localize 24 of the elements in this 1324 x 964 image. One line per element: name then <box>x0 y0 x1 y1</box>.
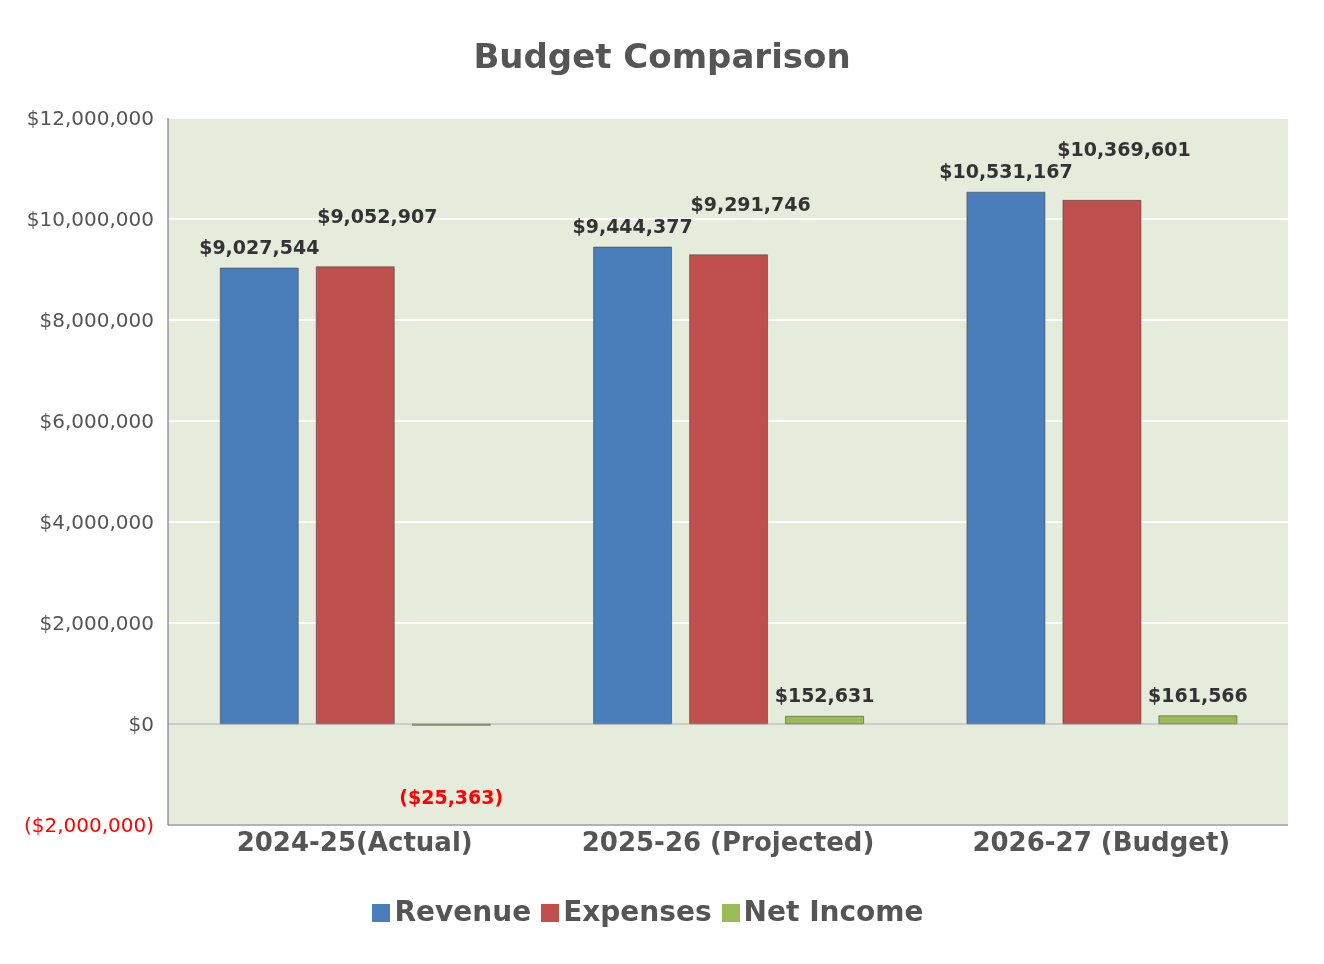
data-label: $9,444,377 <box>572 215 693 238</box>
legend-label: Revenue <box>394 895 532 928</box>
x-tick-label: 2025-26 (Projected) <box>581 827 875 858</box>
data-label: $161,566 <box>1148 683 1248 706</box>
data-label: $9,291,746 <box>690 192 811 215</box>
data-label: $10,531,167 <box>939 160 1073 183</box>
x-tick-label: 2026-27 (Budget) <box>972 827 1231 858</box>
y-tick-label: $12,000,000 <box>26 106 154 130</box>
y-tick-label: $10,000,000 <box>26 207 154 231</box>
data-label: $152,631 <box>774 684 875 707</box>
y-tick-label: ($2,000,000) <box>23 813 154 837</box>
y-tick-label: $4,000,000 <box>39 510 154 534</box>
x-tick-label: 2024-25(Actual) <box>236 827 473 858</box>
chart-title: Budget Comparison <box>472 35 852 78</box>
legend-label: Expenses <box>563 895 712 928</box>
y-tick-label: $2,000,000 <box>39 611 154 635</box>
data-label: ($25,363) <box>399 786 504 808</box>
data-label: $9,027,544 <box>199 236 320 259</box>
legend-label: Net Income <box>743 895 924 928</box>
data-label: $10,369,601 <box>1057 138 1191 161</box>
y-tick-label: $0 <box>128 712 154 736</box>
y-tick-label: $6,000,000 <box>39 409 154 433</box>
data-label: $9,052,907 <box>317 204 438 227</box>
y-tick-label: $8,000,000 <box>39 308 154 332</box>
